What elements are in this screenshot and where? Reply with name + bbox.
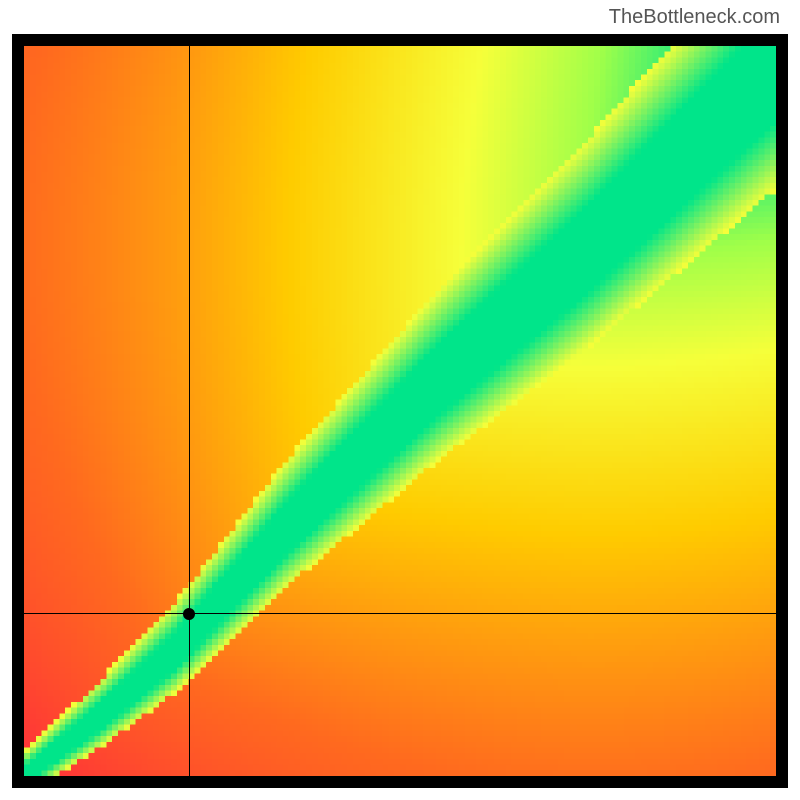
bottleneck-heatmap	[24, 46, 776, 776]
chart-container: TheBottleneck.com	[0, 0, 800, 800]
crosshair-horizontal	[24, 613, 776, 614]
attribution-label: TheBottleneck.com	[609, 6, 780, 29]
crosshair-vertical	[189, 46, 190, 776]
